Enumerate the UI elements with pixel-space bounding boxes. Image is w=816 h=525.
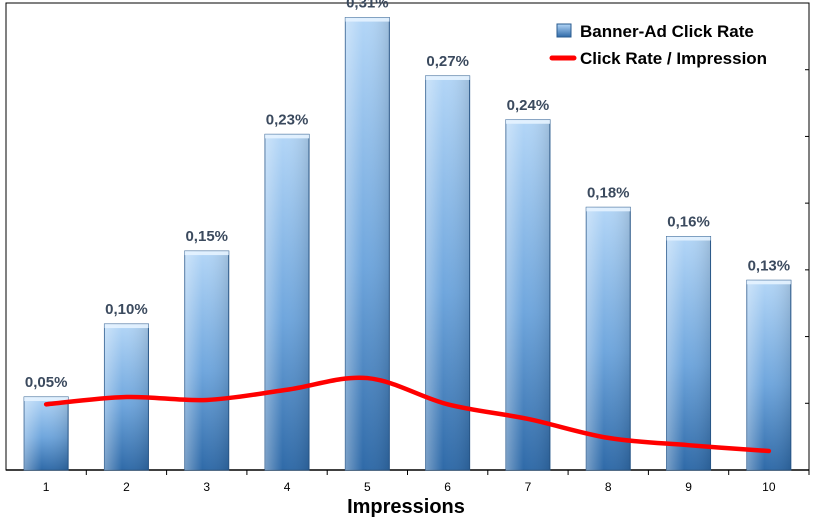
- bar-data-label: 0,05%: [25, 374, 68, 391]
- bar-cap: [265, 134, 310, 139]
- legend-bar-swatch: [556, 23, 572, 38]
- bar-shine: [505, 119, 550, 470]
- bar-shine: [24, 397, 69, 470]
- x-tick-label: 9: [685, 480, 692, 494]
- bar-shine: [425, 75, 470, 470]
- x-tick-label: 7: [525, 480, 532, 494]
- bar-cap: [345, 17, 390, 22]
- bar-cap: [746, 280, 791, 285]
- line-series: [43, 375, 772, 454]
- bar-cap: [104, 324, 149, 329]
- bar-data-labels: 0,05% 0,10% 0,15% 0,23% 0,31% 0,27% 0,24% 0,18%…: [25, 0, 790, 391]
- bar-series: [23, 17, 792, 471]
- bar-shine: [586, 207, 631, 470]
- legend: Banner-Ad Click Rate Click Rate / Impres…: [549, 22, 767, 68]
- x-tick-label: 6: [444, 480, 451, 494]
- bar-shine: [345, 17, 390, 470]
- bar-shine: [265, 134, 310, 470]
- bar-cap: [24, 397, 69, 402]
- x-axis-title: Impressions: [347, 496, 465, 518]
- x-tick-label: 4: [284, 480, 291, 494]
- x-tick-label: 2: [123, 480, 130, 494]
- x-tick-label: 8: [605, 480, 612, 494]
- bar-data-label: 0,15%: [185, 228, 228, 245]
- x-tick-label: 1: [43, 480, 50, 494]
- bar-data-label: 0,31%: [346, 0, 389, 12]
- bar-cap: [184, 251, 229, 256]
- click-rate-line: [43, 375, 772, 454]
- x-tick-label: 3: [203, 480, 210, 494]
- bar-cap: [586, 207, 631, 212]
- bar-shine: [666, 236, 711, 470]
- legend-line-label: Click Rate / Impression: [580, 49, 767, 68]
- bar-cap: [425, 75, 470, 80]
- bar-data-label: 0,18%: [587, 184, 630, 201]
- bar-data-label: 0,24%: [507, 97, 550, 114]
- x-axis-ticks: 1 2 3 4 5 6 7 8 9 10: [43, 470, 810, 494]
- bar-shine: [184, 251, 229, 470]
- bar-data-label: 0,13%: [748, 257, 791, 274]
- bar-cap: [666, 236, 711, 241]
- bar-data-label: 0,23%: [266, 111, 309, 128]
- bar-data-label: 0,16%: [667, 214, 710, 231]
- legend-bar-label: Banner-Ad Click Rate: [580, 22, 754, 41]
- bar-data-label: 0,27%: [426, 53, 469, 70]
- x-tick-label: 5: [364, 480, 371, 494]
- y-axis-ticks: [805, 2, 809, 404]
- bar-cap: [505, 119, 550, 124]
- x-tick-label: 10: [762, 480, 776, 494]
- bar-data-label: 0,10%: [105, 301, 148, 318]
- bar-shine: [746, 280, 791, 470]
